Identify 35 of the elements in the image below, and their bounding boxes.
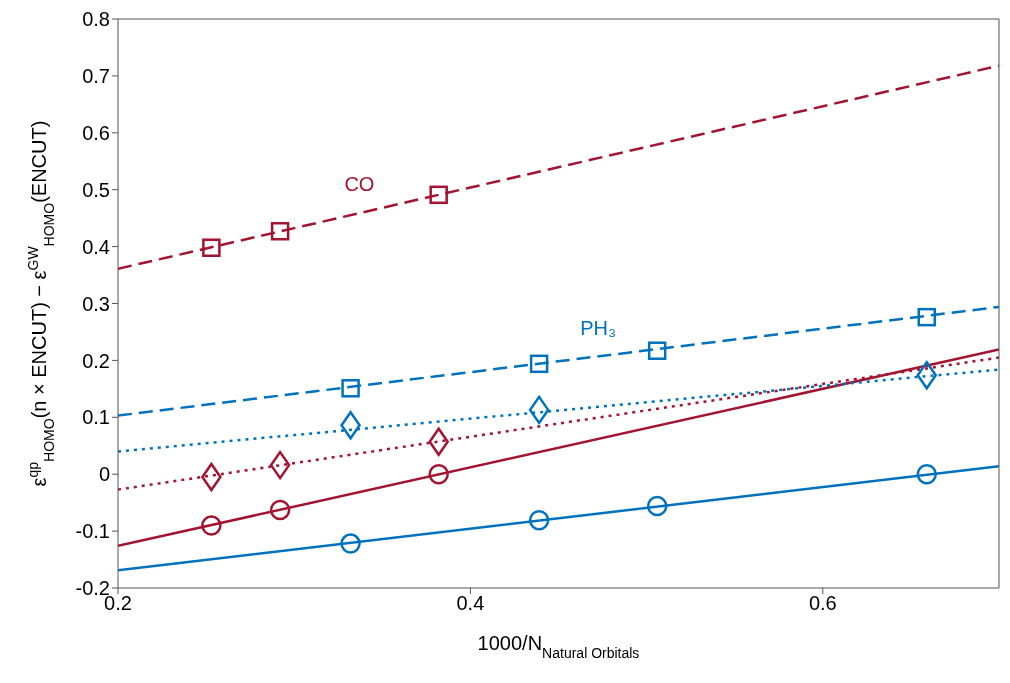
series-label: PH₃ <box>580 317 617 340</box>
y-tick-label: 0.8 <box>82 8 110 31</box>
y-tick-label: 0.3 <box>82 292 110 315</box>
y-tick-label: 0.6 <box>82 121 110 144</box>
point <box>202 238 221 257</box>
x-tick-label: 0.6 <box>808 592 837 615</box>
point <box>341 379 360 398</box>
point <box>647 341 667 360</box>
point <box>270 221 290 241</box>
y-tick-label: 0.1 <box>82 406 110 429</box>
y-tick-label: 0.2 <box>82 349 110 372</box>
point <box>269 499 291 521</box>
point <box>428 427 449 457</box>
y-tick-label: 0.5 <box>82 178 110 201</box>
point <box>529 354 549 374</box>
y-tick-label: 0.7 <box>82 65 110 87</box>
point <box>916 360 938 390</box>
y-tick-label: 0.4 <box>82 235 110 258</box>
point <box>429 185 448 205</box>
x-tick-label: 0.4 <box>456 592 485 615</box>
point <box>269 450 291 480</box>
point <box>916 463 938 485</box>
y-tick-label: 0 <box>98 463 110 486</box>
point <box>917 307 937 327</box>
point <box>340 411 361 440</box>
point <box>428 463 449 485</box>
x-axis-title: 1000/N$_{Natural Orbitals}$ <box>477 632 640 661</box>
point <box>528 395 550 425</box>
point <box>646 495 668 517</box>
point <box>201 462 222 492</box>
y-tick-label: -0.1 <box>75 520 110 543</box>
point <box>201 515 222 536</box>
point <box>340 533 361 554</box>
text: CO <box>344 173 375 196</box>
point <box>528 510 550 531</box>
